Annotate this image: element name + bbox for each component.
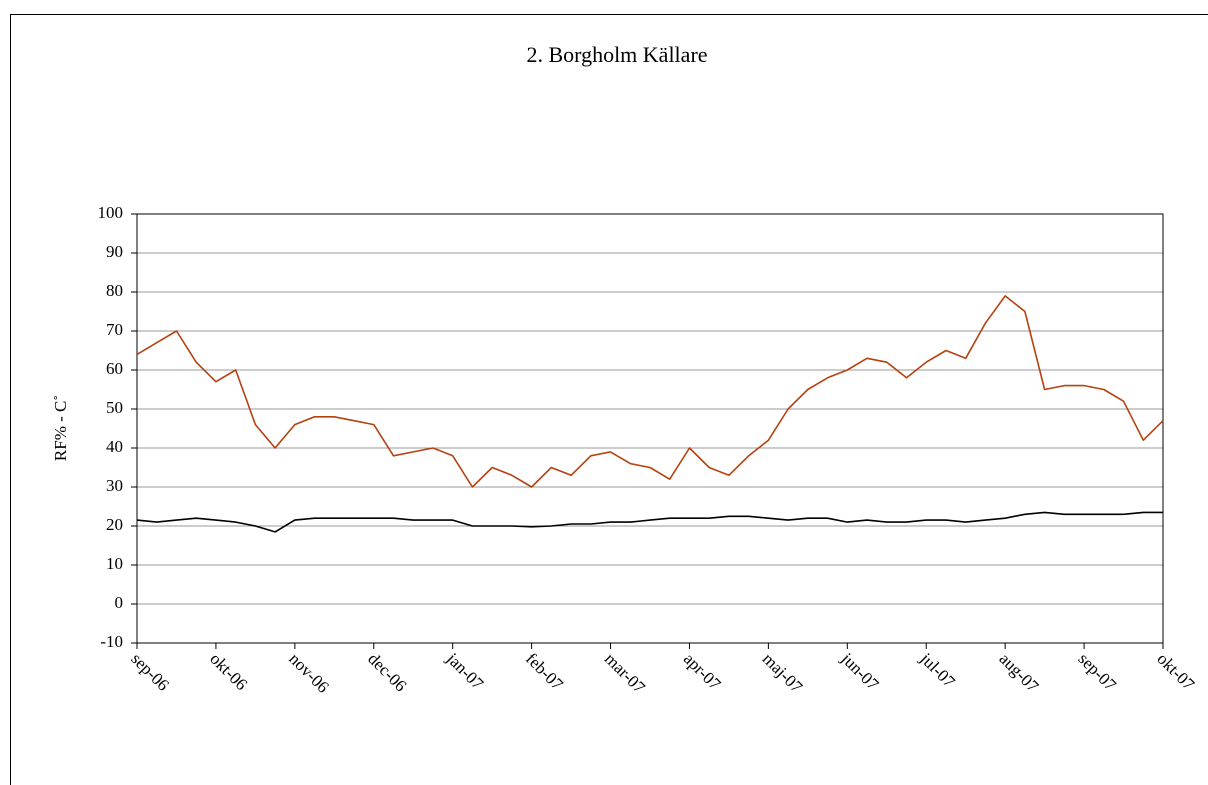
y-tick-label: 90 xyxy=(106,242,123,261)
y-tick-label: 0 xyxy=(115,593,124,612)
x-tick-label: feb-07 xyxy=(522,649,567,694)
y-tick-label: 60 xyxy=(106,359,123,378)
x-tick-label: mar-07 xyxy=(601,649,649,697)
x-tick-label: sep-06 xyxy=(127,649,172,694)
x-tick-label: dec-06 xyxy=(364,649,410,695)
data-line xyxy=(136,511,1163,533)
x-tick-label: apr-07 xyxy=(680,649,725,694)
y-tick-label: 30 xyxy=(106,476,123,495)
x-tick-label: aug-07 xyxy=(996,649,1043,696)
y-tick-label: 80 xyxy=(106,281,123,300)
y-tick-label: 20 xyxy=(106,515,123,534)
y-tick-label: 40 xyxy=(106,437,123,456)
chart-title: 2. Borgholm Källare xyxy=(526,42,707,67)
x-tick-label: okt-07 xyxy=(1153,649,1198,694)
x-tick-label: nov-06 xyxy=(285,649,332,696)
y-tick-label: 50 xyxy=(106,398,123,417)
y-tick-label: 100 xyxy=(98,203,124,222)
y-tick-label: -10 xyxy=(100,632,123,651)
x-tick-label: maj-07 xyxy=(759,649,807,697)
data-line xyxy=(136,295,1164,488)
y-tick-label: 70 xyxy=(106,320,123,339)
chart-frame xyxy=(10,14,1208,785)
x-tick-label: jun-07 xyxy=(837,648,883,694)
x-tick-label: jan-07 xyxy=(442,648,487,693)
x-tick-label: jul-07 xyxy=(916,648,959,691)
plot-area xyxy=(136,213,1164,644)
y-tick-label: 10 xyxy=(106,554,123,573)
x-tick-label: sep-07 xyxy=(1074,649,1120,695)
y-axis-label: RF% - C˚ xyxy=(51,395,70,461)
x-tick-label: okt-06 xyxy=(206,649,251,694)
